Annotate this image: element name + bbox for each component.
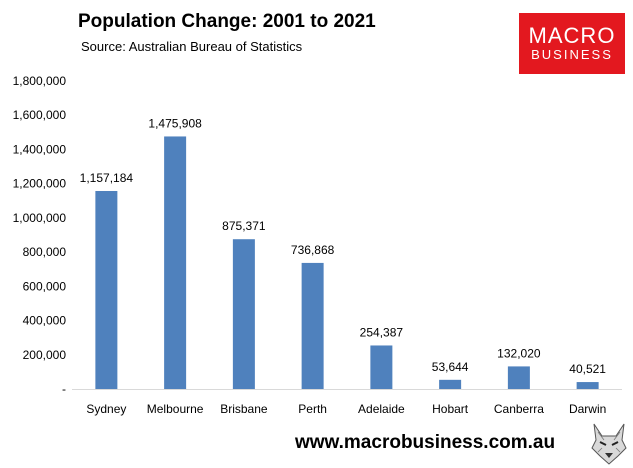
x-tick-label: Melbourne bbox=[147, 402, 204, 416]
bar-sydney bbox=[95, 190, 118, 389]
x-tick-label: Perth bbox=[298, 402, 327, 416]
bar-darwin bbox=[576, 382, 599, 389]
x-tick-label: Hobart bbox=[432, 402, 469, 416]
footer-url: www.macrobusiness.com.au bbox=[295, 432, 556, 453]
y-tick-label: 1,200,000 bbox=[13, 177, 67, 191]
data-label: 875,371 bbox=[222, 219, 266, 233]
y-tick-label: - bbox=[62, 382, 66, 396]
data-label: 1,475,908 bbox=[148, 116, 202, 130]
data-label: 736,868 bbox=[291, 243, 335, 257]
bar-adelaide bbox=[370, 345, 393, 389]
x-tick-label: Adelaide bbox=[358, 402, 405, 416]
bar-brisbane bbox=[232, 239, 255, 389]
logo-text-business: BUSINESS bbox=[531, 46, 613, 62]
chart-subtitle: Source: Australian Bureau of Statistics bbox=[81, 39, 303, 54]
data-label: 53,644 bbox=[432, 360, 469, 374]
y-tick-label: 400,000 bbox=[23, 314, 67, 328]
y-tick-label: 1,000,000 bbox=[13, 211, 67, 225]
macrobusiness-logo: MACRO BUSINESS bbox=[519, 13, 625, 74]
x-tick-label: Darwin bbox=[569, 402, 606, 416]
y-tick-label: 1,400,000 bbox=[13, 142, 67, 156]
y-tick-label: 1,800,000 bbox=[13, 74, 67, 88]
data-label: 1,157,184 bbox=[80, 171, 134, 185]
wolf-icon bbox=[588, 420, 630, 466]
y-tick-label: 1,600,000 bbox=[13, 108, 67, 122]
data-label: 132,020 bbox=[497, 346, 541, 360]
x-tick-label: Canberra bbox=[494, 402, 544, 416]
chart-title: Population Change: 2001 to 2021 bbox=[78, 11, 376, 32]
y-tick-label: 800,000 bbox=[23, 245, 67, 259]
bar-hobart bbox=[439, 379, 462, 389]
x-tick-label: Sydney bbox=[86, 402, 126, 416]
bar-melbourne bbox=[164, 136, 187, 389]
x-tick-label: Brisbane bbox=[220, 402, 268, 416]
y-tick-label: 200,000 bbox=[23, 348, 67, 362]
y-tick-label: 600,000 bbox=[23, 279, 67, 293]
bar-perth bbox=[301, 262, 324, 389]
logo-text-macro: MACRO bbox=[528, 22, 616, 48]
data-label: 254,387 bbox=[360, 325, 404, 339]
bar-canberra bbox=[507, 366, 530, 389]
data-label: 40,521 bbox=[569, 362, 606, 376]
